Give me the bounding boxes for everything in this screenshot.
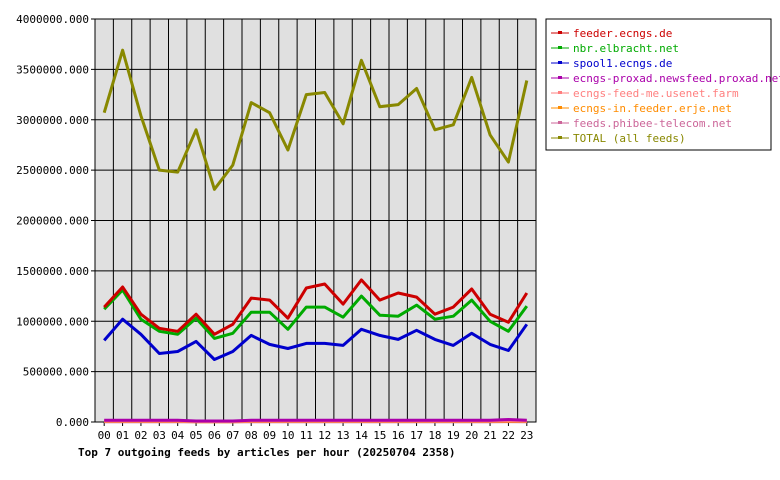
y-tick-label: 0.000: [56, 416, 89, 429]
x-tick-label: 22: [502, 429, 515, 442]
legend-marker: [558, 106, 562, 109]
x-tick-label: 09: [263, 429, 276, 442]
x-tick-label: 05: [189, 429, 202, 442]
chart-title: Top 7 outgoing feeds by articles per hou…: [78, 446, 456, 459]
x-tick-label: 14: [355, 429, 369, 442]
legend-marker: [558, 46, 562, 49]
legend: feeder.ecngs.de nbr.elbracht.net spool1.ec…: [545, 18, 780, 151]
legend-label: ecngs-in.feeder.erje.net: [573, 102, 732, 115]
y-tick-label: 1500000.000: [16, 265, 89, 278]
legend-marker: [558, 61, 562, 64]
x-tick-label: 10: [281, 429, 294, 442]
x-tick-label: 17: [410, 429, 423, 442]
legend-label: spool1.ecngs.de: [573, 57, 672, 70]
y-tick-label: 1000000.000: [16, 315, 89, 328]
x-tick-label: 20: [465, 429, 478, 442]
x-tick-label: 00: [98, 429, 111, 442]
x-tick-label: 07: [226, 429, 239, 442]
x-tick-label: 16: [392, 429, 405, 442]
legend-label: feeder.ecngs.de: [573, 27, 672, 40]
x-tick-label: 08: [245, 429, 258, 442]
series-line-ecngs-proxad-newsfeed-proxad-net: [104, 418, 527, 423]
legend-marker: [558, 136, 562, 139]
series-line-spool1-ecngs-de: [103, 317, 529, 361]
x-tick-label: 04: [171, 429, 185, 442]
legend-label: nbr.elbracht.net: [573, 42, 679, 55]
x-tick-label: 18: [428, 429, 441, 442]
x-tick-label: 01: [116, 429, 129, 442]
x-tick-label: 12: [318, 429, 331, 442]
series-lines: [102, 48, 529, 424]
x-tick-label: 23: [520, 429, 533, 442]
legend-marker: [558, 31, 562, 34]
series-line-feeder-ecngs-de: [103, 278, 529, 336]
series-line-nbr-elbracht-net: [103, 288, 529, 340]
x-tick-label: 15: [373, 429, 386, 442]
y-tick-label: 3500000.000: [16, 63, 89, 76]
x-tick-label: 03: [153, 429, 166, 442]
x-tick-label: 06: [208, 429, 221, 442]
y-tick-label: 3000000.000: [16, 114, 89, 127]
y-tick-label: 2500000.000: [16, 164, 89, 177]
x-tick-label: 19: [447, 429, 460, 442]
y-tick-label: 4000000.000: [16, 13, 89, 26]
x-tick-label: 21: [483, 429, 496, 442]
legend-marker: [558, 91, 562, 94]
x-tick-label: 13: [336, 429, 349, 442]
y-tick-label: 2000000.000: [16, 215, 89, 228]
legend-label: ecngs-feed-me.usenet.farm: [573, 87, 739, 100]
x-axis-ticks: 00 01 02 03 04 05 06 07 08 09 10 11 12 13 14 15 16 17 18 19…: [98, 422, 533, 442]
legend-marker: [558, 121, 562, 124]
series-line-total-all-feeds-: [102, 48, 529, 191]
y-axis-ticks: 0.000 500000.000 1000000.000 1500000.000 200…: [16, 13, 95, 429]
x-tick-label: 02: [134, 429, 147, 442]
legend-label: TOTAL (all feeds): [573, 132, 686, 145]
y-tick-label: 500000.000: [23, 366, 89, 379]
legend-label: feeds.phibee-telecom.net: [573, 117, 732, 130]
legend-label: ecngs-proxad.newsfeed.proxad.net: [573, 72, 780, 85]
legend-marker: [558, 76, 562, 79]
x-tick-label: 11: [300, 429, 313, 442]
legend-box: [545, 18, 772, 151]
